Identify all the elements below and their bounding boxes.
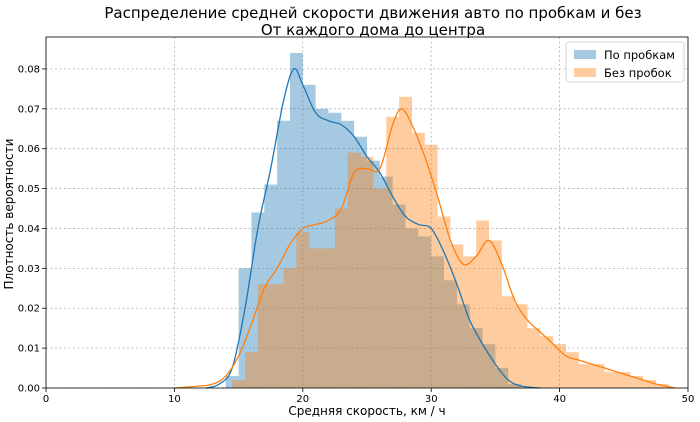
- histogram-bar-traffic: [277, 120, 290, 389]
- histogram-bar-traffic: [456, 304, 470, 388]
- y-tick-label: 0.01: [18, 344, 40, 355]
- y-tick-label: 0.03: [18, 264, 40, 275]
- histogram-bar-no-traffic: [334, 208, 348, 388]
- y-axis-label: Плотность вероятности: [2, 139, 16, 290]
- histogram-bar-no-traffic: [296, 232, 310, 388]
- legend: По пробкам Без пробок: [565, 41, 685, 83]
- plot-frame: [45, 36, 689, 389]
- histogram-bar-no-traffic: [322, 248, 335, 388]
- histogram-bar-no-traffic: [643, 380, 656, 388]
- y-tick-label: 0.04: [18, 224, 40, 235]
- histogram-bar-no-traffic: [630, 376, 644, 388]
- y-tick-label: 0.00: [18, 384, 40, 395]
- legend-swatch: [574, 68, 596, 77]
- histogram-bar-no-traffic: [245, 352, 258, 388]
- histogram-bar-no-traffic: [386, 116, 400, 388]
- chart-title: Распределение средней скорости движения …: [104, 4, 641, 22]
- histogram-bar-traffic: [367, 160, 380, 388]
- histogram-bar-no-traffic: [360, 156, 374, 388]
- legend-swatch: [574, 50, 596, 59]
- histogram-bar-traffic: [341, 120, 355, 389]
- histogram-bar-traffic: [251, 212, 265, 388]
- histogram-bar-no-traffic: [553, 344, 567, 388]
- histogram-bar-traffic: [238, 268, 252, 388]
- histogram-bar-no-traffic: [347, 152, 361, 388]
- histogram-bar-traffic: [264, 184, 278, 388]
- histogram-bar-traffic: [315, 108, 329, 388]
- histogram-bar-no-traffic: [604, 372, 618, 388]
- histogram-bar-traffic: [431, 256, 445, 388]
- x-tick-label: 50: [682, 394, 695, 405]
- histogram-bar-no-traffic: [424, 144, 438, 388]
- histogram-bar-no-traffic: [309, 248, 323, 388]
- x-tick-label: 20: [296, 394, 309, 405]
- x-tick-label: 30: [425, 394, 438, 405]
- histogram-bar-traffic: [495, 368, 509, 388]
- histogram-bar-no-traffic: [373, 188, 387, 388]
- legend-label: Без пробок: [604, 66, 672, 80]
- histogram-bar-no-traffic: [617, 372, 631, 388]
- legend-label: По пробкам: [604, 48, 675, 62]
- x-tick-label: 0: [43, 394, 49, 405]
- y-tick-label: 0.02: [18, 304, 40, 315]
- histogram-bar-no-traffic: [463, 256, 477, 388]
- kde-line-no-traffic: [174, 108, 676, 389]
- histogram-bar-no-traffic: [283, 268, 297, 388]
- y-tick-label: 0.08: [18, 64, 40, 75]
- histogram-bar-no-traffic: [257, 284, 271, 388]
- x-axis-label: Средняя скорость, км / ч: [288, 404, 445, 418]
- histogram-bar-traffic: [418, 236, 432, 388]
- histogram-bar-no-traffic: [527, 328, 541, 388]
- y-tick-label: 0.05: [18, 184, 40, 195]
- histogram-bar-no-traffic: [270, 284, 284, 388]
- y-tick-label: 0.07: [18, 104, 40, 115]
- histogram-bar-no-traffic: [540, 336, 554, 388]
- legend-box: [565, 41, 685, 83]
- histogram-bar-no-traffic: [399, 96, 412, 389]
- histogram-bar-traffic: [379, 176, 393, 388]
- histogram-bar-traffic: [354, 136, 367, 388]
- histogram-bar-no-traffic: [450, 244, 464, 388]
- histogram-bar-traffic: [469, 328, 483, 388]
- histogram-bar-traffic: [302, 84, 316, 388]
- histogram-bar-no-traffic: [411, 132, 425, 388]
- histogram-bar-traffic: [405, 228, 419, 388]
- histogram-bar-traffic: [289, 52, 303, 389]
- histogram-bar-no-traffic: [514, 304, 528, 388]
- histogram-bar-no-traffic: [232, 380, 246, 388]
- y-tick-label: 0.06: [18, 144, 40, 155]
- chart-subtitle: От каждого дома до центра: [261, 21, 485, 39]
- histogram-bar-no-traffic: [566, 352, 579, 388]
- histogram-bar-no-traffic: [501, 296, 515, 388]
- histogram-bar-traffic: [508, 384, 522, 388]
- x-tick-label: 10: [168, 394, 181, 405]
- histogram-bar-traffic: [225, 376, 239, 388]
- histogram-bar-no-traffic: [488, 240, 502, 388]
- histogram-bar-traffic: [444, 280, 457, 388]
- x-tick-label: 40: [553, 394, 566, 405]
- histogram-bar-traffic: [328, 112, 342, 388]
- histogram-bar-traffic: [392, 204, 406, 388]
- histogram-bar-no-traffic: [476, 220, 489, 388]
- histogram-bar-no-traffic: [591, 364, 605, 388]
- histogram-bar-no-traffic: [578, 364, 592, 388]
- kde-line-traffic: [206, 67, 541, 389]
- plot-area: 0 10 20 30 40 50 0.00 0.01 0.02 0.03 0.04 0.05 0.06 0…: [18, 36, 695, 405]
- histogram-bar-traffic: [482, 344, 496, 388]
